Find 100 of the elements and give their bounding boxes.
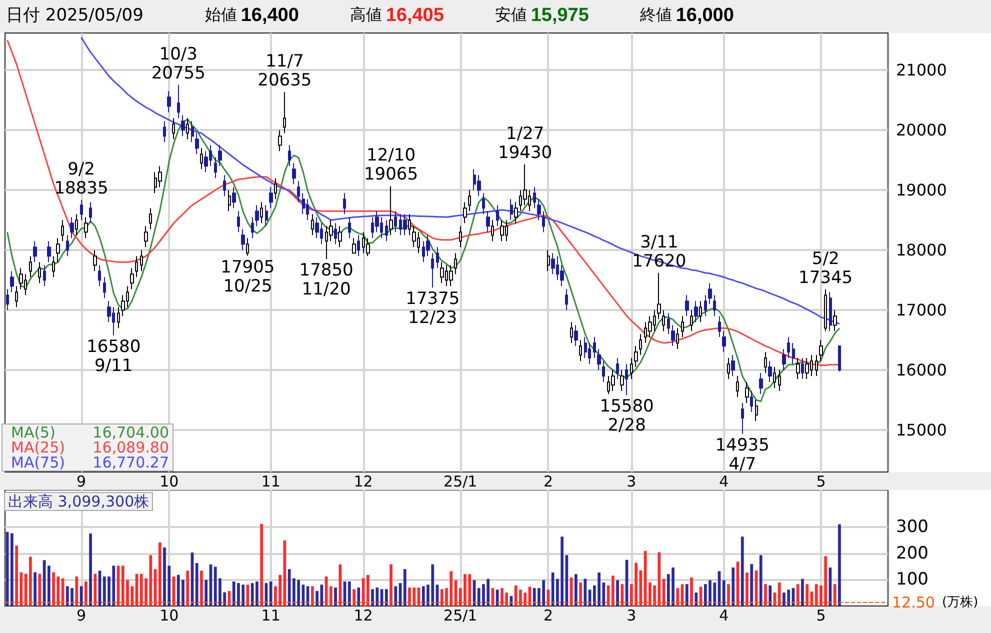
candlestick [334, 222, 337, 245]
bar [260, 524, 264, 606]
candlestick [195, 132, 199, 155]
candlestick [819, 340, 823, 362]
candlestick [755, 400, 758, 422]
candlestick [630, 358, 633, 380]
candlestick [833, 310, 837, 332]
candlestick [288, 144, 291, 167]
candlestick [75, 214, 78, 236]
candlestick [731, 354, 735, 377]
candlestick [667, 312, 670, 335]
x-tick-label: 3 [626, 472, 636, 490]
annotation: 16,704.00 [92, 424, 169, 442]
candlestick [787, 336, 790, 359]
candlestick [10, 270, 14, 293]
bar [690, 578, 693, 606]
candlestick [117, 306, 120, 329]
y-tick-label: 200 [896, 543, 928, 564]
bar [750, 564, 754, 606]
bar [806, 584, 809, 606]
candlestick [597, 348, 601, 371]
candlestick [805, 358, 809, 380]
candlestick [676, 328, 679, 350]
candlestick [694, 300, 698, 323]
bar [740, 536, 744, 606]
candlestick [15, 286, 18, 308]
candlestick [750, 390, 753, 413]
bar [329, 586, 332, 606]
bar [496, 590, 499, 606]
bar [768, 585, 772, 606]
candlestick [352, 238, 356, 254]
bar [796, 584, 800, 606]
candlestick [620, 370, 624, 392]
y-tick-label: 16000 [896, 360, 947, 380]
candlestick [251, 216, 254, 239]
candlestick [671, 324, 675, 347]
bar [84, 581, 88, 606]
chart-title: 日付 2025/05/09 [6, 6, 144, 26]
x-tick-label: 25/1 [444, 472, 478, 490]
candlestick [722, 330, 726, 353]
candlestick [403, 214, 407, 236]
x-tick-label: 9 [76, 606, 86, 624]
bar [833, 584, 836, 606]
bar [778, 582, 781, 606]
candlestick [639, 334, 642, 356]
candlestick [454, 252, 457, 275]
candlestick [685, 294, 689, 317]
x-tick-label: 11 [261, 472, 280, 490]
candlestick [759, 372, 763, 395]
y-tick-label: 18000 [896, 240, 947, 260]
candlestick [29, 256, 32, 278]
bar [195, 563, 198, 606]
candlestick [713, 294, 716, 317]
bar [75, 576, 78, 606]
candlestick [394, 210, 397, 233]
bar [620, 584, 624, 606]
candlestick [357, 234, 360, 257]
candlestick [533, 186, 536, 209]
x-tick-label: 9 [76, 472, 86, 490]
candlestick [681, 316, 684, 338]
candlestick [459, 226, 462, 248]
candlestick [338, 226, 342, 248]
candlestick [278, 130, 282, 152]
candlestick [542, 210, 545, 233]
candlestick [768, 360, 772, 383]
bar [759, 555, 762, 606]
bar [158, 542, 162, 606]
candlestick [574, 324, 578, 347]
bar [200, 570, 203, 606]
annotation: 16580 9/11 [86, 336, 141, 376]
candlestick [625, 364, 628, 396]
candlestick [815, 354, 818, 377]
bar [403, 569, 406, 606]
candlestick [348, 216, 351, 239]
candlestick [186, 118, 189, 140]
y-tick-label: 15000 [896, 420, 947, 440]
candlestick [177, 84, 180, 119]
candlestick [265, 204, 268, 227]
candlestick [699, 300, 702, 323]
bar [574, 574, 578, 606]
candlestick [6, 288, 9, 311]
candlestick [274, 178, 277, 200]
candlestick [56, 238, 60, 263]
candlestick [135, 256, 138, 278]
y-tick-label: 100 [896, 570, 928, 590]
candlestick [463, 202, 467, 224]
candlestick [260, 202, 263, 224]
candlestick [510, 198, 513, 221]
candlestick [796, 358, 800, 380]
bar [89, 534, 92, 606]
annotation: 15580 2/28 [600, 396, 654, 436]
text: MA(75) [11, 454, 65, 472]
bar [570, 578, 573, 606]
candlestick [602, 360, 605, 383]
annotation: 12/10 19065 [364, 146, 418, 185]
candlestick [727, 358, 730, 380]
y-tick-label: 20000 [896, 120, 947, 140]
x-tick-label: 12 [354, 472, 373, 490]
candlestick [829, 292, 832, 332]
y-axis-title: (万株) [942, 595, 978, 610]
